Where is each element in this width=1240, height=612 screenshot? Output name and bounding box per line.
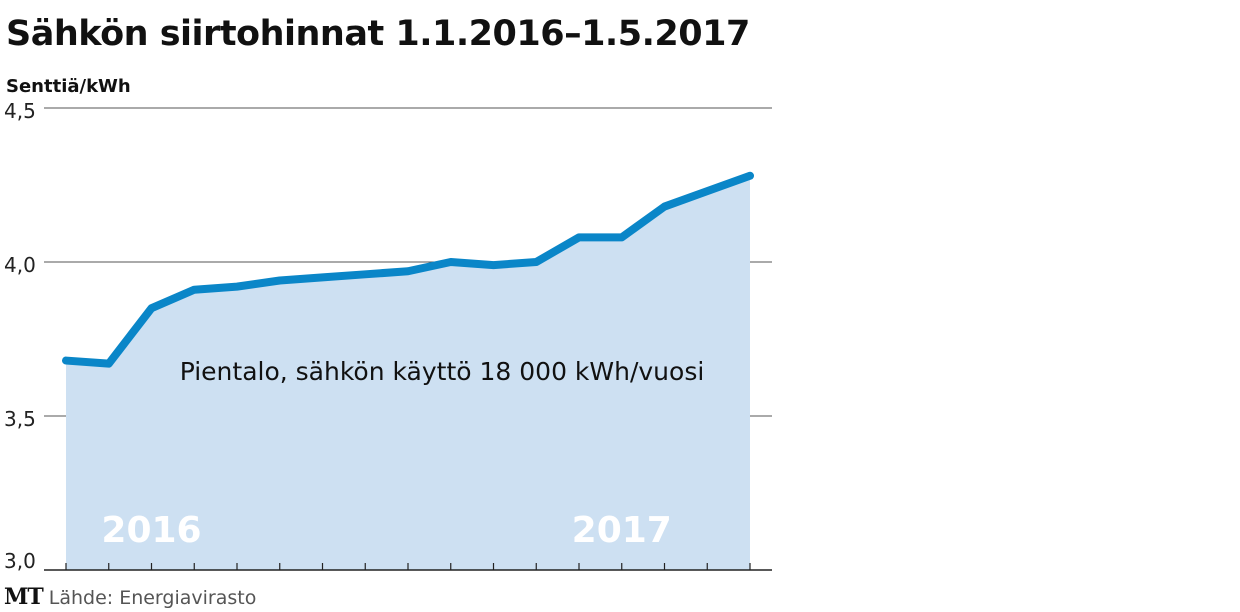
data-line: [62, 171, 754, 368]
mt-logo: MT: [4, 584, 44, 610]
chart-title: Sähkön siirtohinnat 1.1.2016–1.5.2017: [6, 14, 750, 54]
source-note: Lähde: Energiavirasto: [48, 587, 257, 609]
year-label: 2016: [101, 510, 201, 551]
area-fill: [66, 175, 750, 570]
footer: MT Lähde: Energiavirasto: [4, 584, 256, 610]
y-tick-label: 4,0: [4, 253, 36, 277]
year-label: 2017: [572, 510, 672, 551]
series-label: Pientalo, sähkön käyttö 18 000 kWh/vuosi: [180, 357, 705, 386]
y-axis-unit-label: Senttiä/kWh: [6, 76, 131, 97]
y-tick-label: 3,5: [4, 407, 36, 431]
y-tick-label: 3,0: [4, 549, 36, 573]
y-tick-label: 4,5: [4, 99, 36, 123]
